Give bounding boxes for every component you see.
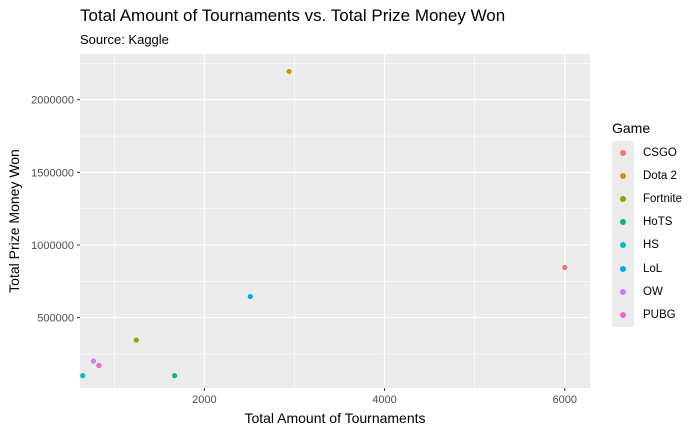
plot-panel: [80, 54, 590, 388]
legend-item: Fortnite: [612, 187, 687, 211]
legend-key: [612, 187, 634, 211]
legend-dot: [620, 219, 626, 226]
legend-key: [612, 256, 634, 281]
y-tick-label: 1500000: [31, 167, 74, 179]
data-point-ow: [90, 358, 97, 364]
legend-item: HS: [612, 233, 687, 257]
data-point-pubg: [96, 362, 102, 369]
legend-label: PUBG: [643, 308, 676, 321]
chart-subtitle: Source: Kaggle: [80, 32, 169, 47]
legend-key: [612, 233, 634, 257]
legend-item: PUBG: [612, 303, 687, 327]
y-tick-label: 500000: [37, 313, 74, 325]
legend-dot: [620, 195, 626, 202]
legend-dot: [620, 265, 626, 272]
legend-label: HS: [643, 239, 659, 252]
legend-dot: [620, 242, 626, 249]
data-points: [80, 68, 568, 379]
x-axis-ticks: 2000 4000 6000: [192, 388, 577, 406]
legend-label: CSGO: [643, 146, 677, 159]
legend-key: [612, 210, 634, 234]
legend-key: [612, 141, 634, 165]
legend-dot: [620, 172, 626, 179]
legend-dot: [620, 311, 626, 318]
legend-label: HoTS: [643, 216, 673, 229]
legend-key: [612, 164, 634, 188]
legend-key: [612, 280, 634, 304]
y-tick-label: 1000000: [31, 240, 74, 252]
legend-title: Game: [612, 120, 651, 136]
legend-item: Dota 2: [612, 164, 687, 188]
legend-label: Fortnite: [643, 192, 682, 205]
legend-item: HoTS: [612, 210, 687, 234]
data-point-csgo: [562, 264, 568, 271]
legend-item: CSGO: [612, 141, 687, 165]
data-point-dota-2: [286, 68, 292, 75]
y-axis-label: Total Prize Money Won: [6, 149, 22, 293]
data-point-fortnite: [133, 337, 139, 343]
x-axis-label: Total Amount of Tournaments: [244, 410, 425, 426]
chart-title: Total Amount of Tournaments vs. Total Pr…: [80, 6, 506, 25]
legend-item: OW: [612, 280, 687, 304]
data-point-lol: [247, 293, 253, 300]
legend-label: Dota 2: [643, 169, 677, 182]
legend-dot: [620, 149, 626, 156]
legend-label: LoL: [643, 262, 663, 275]
minor-gridlines: [80, 54, 590, 388]
major-gridlines: [80, 54, 590, 388]
x-tick-label: 4000: [372, 394, 396, 406]
data-point-hs: [80, 373, 86, 379]
x-tick-label: 2000: [192, 394, 216, 406]
x-tick-label: 6000: [553, 394, 577, 406]
y-tick-label: 2000000: [31, 95, 74, 107]
legend: CSGO Dota 2 Fortnite HoTS HS LoL OW PUBG: [612, 141, 687, 327]
legend-dot: [620, 288, 626, 295]
legend-item: LoL: [612, 256, 687, 281]
legend-key: [612, 303, 634, 327]
y-axis-ticks: 500000 1000000 1500000 2000000: [31, 95, 80, 325]
data-point-hots: [172, 373, 178, 379]
legend-label: OW: [643, 285, 663, 298]
